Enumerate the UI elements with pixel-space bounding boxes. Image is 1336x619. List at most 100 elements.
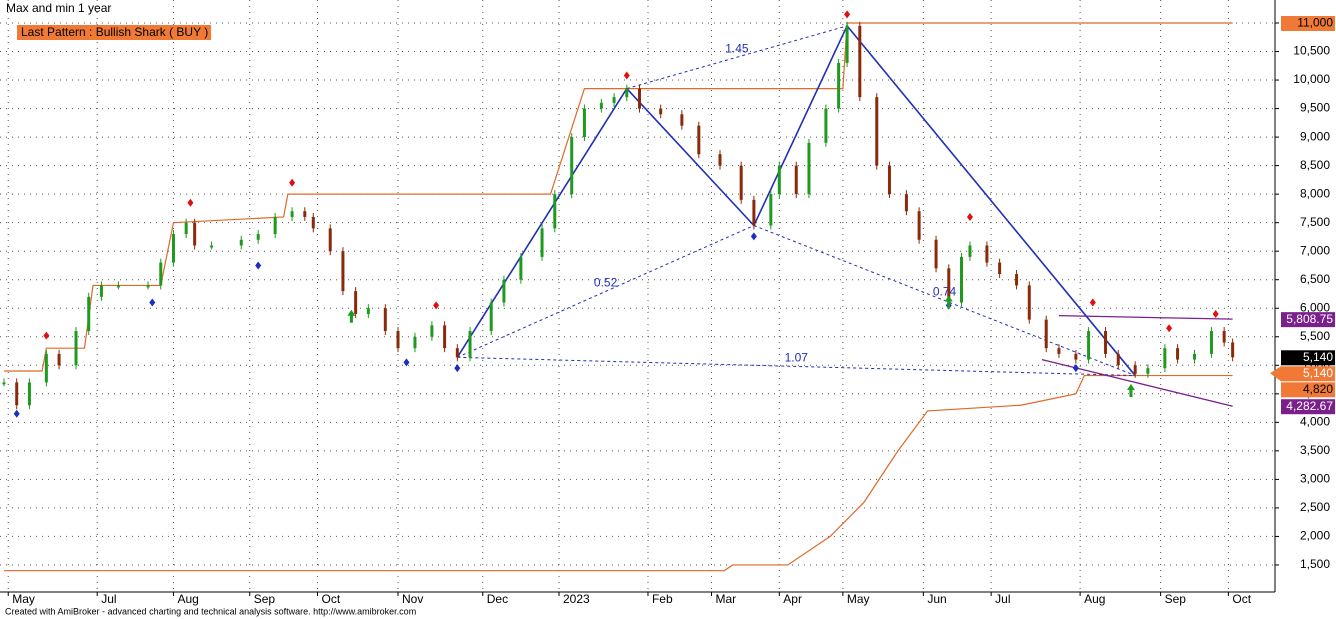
candle: [146, 285, 150, 288]
price-label: 5,808.75: [1286, 312, 1333, 326]
candle: [887, 165, 891, 195]
candle: [570, 137, 574, 195]
ratio-leg: [626, 25, 848, 90]
x-tick-label: Jun: [927, 592, 946, 606]
candle: [366, 308, 370, 314]
y-tick-label: 1,500: [1300, 557, 1330, 571]
x-tick-label: Aug: [177, 592, 198, 606]
candle: [1087, 331, 1091, 360]
candle: [959, 256, 963, 303]
candle: [15, 382, 19, 406]
candle: [290, 211, 294, 217]
max-line: [4, 22, 1233, 372]
price-label: 5,140: [1303, 350, 1333, 364]
y-tick-label: 3,500: [1300, 443, 1330, 457]
candle: [430, 325, 434, 337]
bottom-signal: [403, 358, 410, 367]
price-label-box: [1281, 15, 1335, 31]
candle: [99, 285, 103, 297]
price-label-box: [1281, 312, 1335, 328]
candle: [1209, 331, 1213, 354]
buy-arrow: [1126, 383, 1135, 397]
candle: [413, 336, 417, 349]
x-tick-label: Mar: [716, 592, 737, 606]
candle: [239, 239, 243, 246]
candle: [502, 279, 506, 303]
buy-arrow: [944, 295, 953, 309]
y-tick-label: 2,000: [1300, 529, 1330, 543]
x-tick-label: Jul: [101, 592, 116, 606]
ratio-leg: [457, 225, 755, 358]
candle: [1104, 331, 1108, 354]
candle: [837, 62, 841, 109]
candle: [443, 325, 447, 349]
candle: [1193, 353, 1197, 360]
x-tick-label: Nov: [402, 592, 423, 606]
bottom-signal: [13, 409, 20, 418]
bottom-signal: [149, 298, 156, 307]
candle: [44, 353, 48, 383]
candle: [845, 25, 849, 63]
candle: [794, 165, 798, 195]
candle: [1163, 348, 1167, 369]
price-label-box: [1281, 399, 1335, 415]
x-tick-label: Dec: [487, 592, 508, 606]
candle: [1222, 331, 1226, 343]
top-signal: [433, 301, 440, 310]
candle: [1133, 365, 1137, 374]
y-tick-label: 5,500: [1300, 329, 1330, 343]
candle: [74, 331, 78, 366]
candle: [159, 262, 163, 286]
candle: [625, 88, 629, 98]
candle: [985, 245, 989, 263]
y-tick-label: 2,500: [1300, 500, 1330, 514]
top-signal: [187, 198, 194, 207]
top-signal: [966, 212, 973, 221]
candle: [171, 234, 175, 263]
price-label: 4,820: [1303, 382, 1333, 396]
candle: [540, 228, 544, 257]
candle: [875, 97, 879, 166]
candle: [489, 302, 493, 332]
candle: [116, 285, 120, 288]
trend-line: [1058, 315, 1233, 320]
x-tick-label: Apr: [783, 592, 802, 606]
candle: [917, 211, 921, 240]
bottom-signal: [454, 364, 461, 373]
candle: [807, 142, 811, 195]
candle: [998, 262, 1002, 275]
pattern-badge: [17, 25, 211, 40]
ratio-leg: [753, 225, 1136, 377]
pattern-label: Last Pattern : Bullish Shark ( BUY ): [21, 25, 208, 39]
ratio-label: 1.45: [725, 41, 749, 55]
candle: [1044, 319, 1048, 349]
candle: [184, 222, 188, 235]
candle: [824, 108, 828, 143]
top-signal: [1212, 309, 1219, 318]
candle: [303, 211, 307, 217]
y-tick-label: 7,500: [1300, 215, 1330, 229]
x-tick-label: Aug: [1084, 592, 1105, 606]
x-tick-label: Sep: [254, 592, 276, 606]
candle: [1057, 348, 1061, 354]
ratio-leg: [457, 356, 1136, 377]
min-line: [4, 374, 1233, 572]
candle: [739, 165, 743, 200]
candle: [1231, 342, 1235, 358]
price-label: 11,000: [1297, 16, 1333, 30]
y-tick-label: 8,500: [1300, 158, 1330, 172]
y-tick-label: 10,000: [1293, 72, 1330, 86]
candle: [468, 331, 472, 358]
candle: [752, 199, 756, 226]
candle: [210, 245, 214, 248]
ratio-label: 0.52: [594, 276, 618, 290]
candle: [1027, 285, 1031, 320]
y-tick-label: 7,000: [1300, 243, 1330, 257]
candle: [904, 194, 908, 212]
ratio-label: 0.74: [933, 285, 957, 299]
candle: [57, 353, 61, 366]
candle: [858, 25, 862, 98]
price-label-box: [1281, 350, 1335, 366]
